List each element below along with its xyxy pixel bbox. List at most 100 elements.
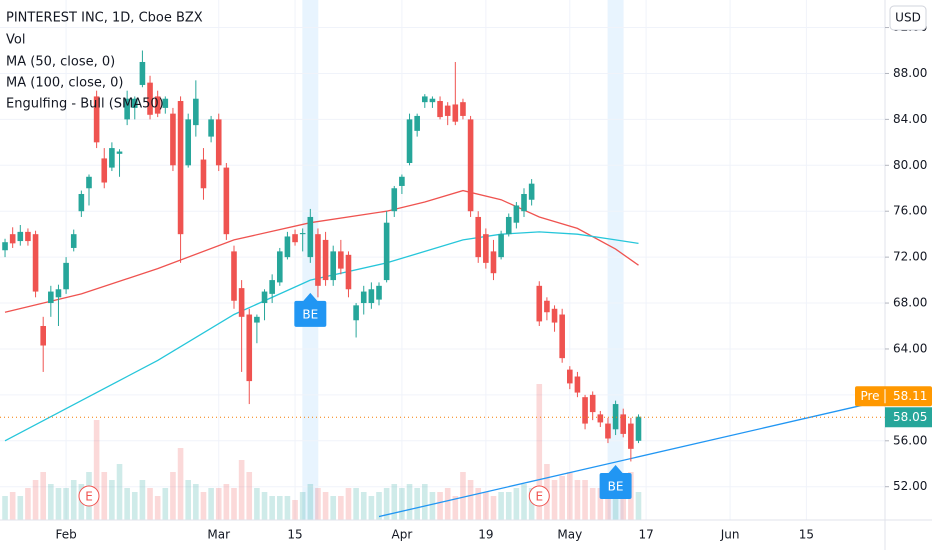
volume-bar [620, 484, 627, 520]
ma-line [4, 189, 639, 313]
candle-body [9, 234, 16, 244]
candle-body [513, 205, 520, 223]
x-tick-label: 15 [799, 528, 814, 542]
candle-body [78, 193, 85, 212]
candle-body [63, 262, 69, 290]
volume-bar [429, 492, 436, 520]
volume-bar [299, 492, 306, 520]
candle-body [376, 285, 382, 300]
candle-body [429, 98, 436, 103]
plot-layer: BE BE E E [0, 0, 885, 520]
volume-bar [48, 484, 54, 520]
candle-body [246, 314, 253, 382]
candle-body [2, 242, 8, 251]
candle-body [460, 102, 466, 116]
candle-body [391, 188, 398, 212]
volume-bar [536, 384, 543, 520]
volume-bar [528, 488, 535, 520]
currency-button[interactable] [889, 5, 927, 31]
candle-body [437, 101, 443, 118]
signal-marker [294, 292, 327, 327]
legend-entry: MA (100, close, 0) [6, 76, 123, 91]
candle-body [25, 231, 31, 242]
candle-body [154, 96, 161, 114]
candle-body [559, 314, 565, 359]
signal-band [607, 0, 624, 520]
earnings-label: E [85, 490, 93, 504]
candle-body [231, 251, 237, 301]
earnings-marker [528, 485, 550, 507]
candle-body [498, 234, 504, 258]
volume-bar [2, 496, 8, 520]
candle-body [315, 234, 321, 286]
volume-bar [269, 496, 275, 520]
candle-body [147, 82, 153, 115]
x-tick-label: Feb [55, 528, 76, 542]
volume-bar [162, 488, 169, 520]
volume-bar [368, 496, 375, 520]
candle-body [299, 233, 306, 235]
candle-body [475, 216, 482, 258]
candle-body [40, 326, 46, 346]
candle-body [254, 316, 260, 323]
volume-bar [200, 492, 207, 520]
candle-body [101, 158, 108, 183]
volume-bar [9, 492, 16, 520]
volume-bar [17, 496, 24, 520]
volume-bar [444, 488, 451, 520]
premarket-tag: Pre [860, 389, 879, 403]
candle-body [276, 251, 283, 283]
candle-body [32, 234, 39, 292]
candle-body [223, 167, 230, 235]
candle-body [193, 98, 199, 126]
candle-body [269, 280, 275, 294]
candle-body [185, 119, 192, 166]
last-price-label: 58.05 [893, 410, 927, 424]
volume-bar [582, 480, 588, 520]
signal-label: BE [302, 307, 318, 321]
candle-body [452, 104, 459, 122]
volume-bar [63, 488, 69, 520]
candle-body [139, 61, 146, 85]
volume-bar [383, 488, 390, 520]
candle-body [589, 394, 596, 413]
volume-bar [399, 488, 405, 520]
premarket-box [855, 386, 932, 407]
volume-bar [124, 488, 130, 520]
candle-body [330, 251, 337, 281]
chart-title: PINTEREST INC, 1D, Cboe BZX [6, 11, 203, 26]
volume-bar [208, 488, 214, 520]
candle-body [574, 376, 581, 393]
candle-body [86, 176, 92, 189]
volume-bar [261, 492, 268, 520]
volume-bar [131, 492, 138, 520]
last-price-box [885, 407, 932, 428]
y-tick-label: 76.00 [893, 204, 927, 218]
volume-bar [185, 480, 192, 520]
candle-body [582, 397, 588, 424]
candle-body [116, 151, 123, 154]
volume-bar [521, 484, 527, 520]
candle-body [170, 113, 176, 166]
candle-body [551, 308, 558, 323]
volume-bar [338, 496, 344, 520]
volume-bar [635, 492, 642, 520]
candle-body [444, 105, 451, 116]
volume-bar [345, 488, 352, 520]
candle-body [200, 159, 207, 189]
volume-bar [40, 472, 46, 520]
candle-body [490, 251, 497, 274]
candle-body [399, 176, 405, 186]
volume-bar [391, 484, 398, 520]
candle-body [292, 234, 298, 243]
candle-body [567, 369, 573, 384]
candle-body [208, 119, 214, 137]
candle-body [261, 291, 268, 304]
volume-bar [116, 464, 123, 520]
volume-bar [177, 448, 184, 520]
candle-body [544, 300, 550, 313]
volume-bar [170, 472, 176, 520]
volume-bar [551, 480, 558, 520]
earnings-marker [78, 485, 100, 507]
